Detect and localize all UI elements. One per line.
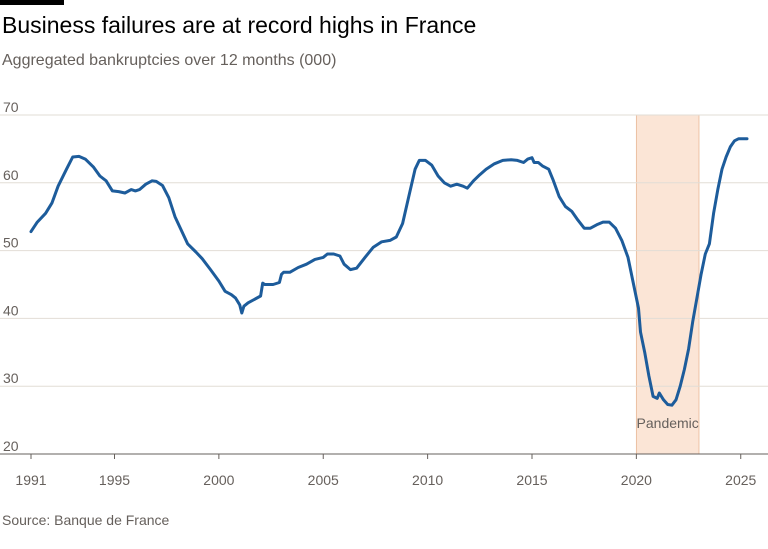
pandemic-label: Pandemic (637, 415, 699, 431)
series-layer (29, 137, 749, 407)
series-line-bankruptcies (29, 137, 749, 407)
y-tick-label: 20 (3, 438, 19, 454)
chart-title: Business failures are at record highs in… (2, 12, 477, 38)
x-tick-label: 2010 (412, 472, 443, 488)
x-tick-label: 2020 (621, 472, 652, 488)
x-tick-label: 1991 (15, 472, 46, 488)
label-layer: Pandemic 20 30 40 50 60 70 1991 1995 2000 2005 2010… (3, 99, 757, 488)
source-note: Source: Banque de France (2, 512, 170, 528)
y-tick-label: 40 (3, 302, 19, 318)
y-tick-label: 50 (3, 235, 19, 251)
y-tick-label: 70 (3, 99, 19, 115)
x-tick-label: 2025 (725, 472, 756, 488)
shade-layer (635, 114, 700, 455)
y-tick-label: 60 (3, 167, 19, 183)
x-tick-label: 2015 (516, 472, 547, 488)
y-tick-label: 30 (3, 370, 19, 386)
x-tick-label: 1995 (99, 472, 130, 488)
x-tick-label: 2005 (308, 472, 339, 488)
chart-subtitle: Aggregated bankruptcies over 12 months (… (2, 52, 337, 69)
x-tick-label: 2000 (203, 472, 234, 488)
grid-layer (0, 114, 768, 459)
brand-bar (0, 0, 64, 5)
pandemic-band (635, 114, 700, 455)
